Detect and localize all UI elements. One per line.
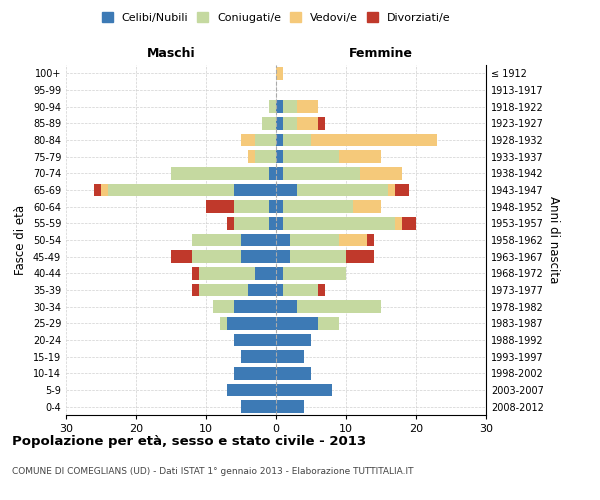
Bar [234, 334, 276, 346]
Bar [276, 300, 297, 313]
Bar [255, 134, 276, 146]
Bar [234, 300, 276, 313]
Bar [297, 300, 381, 313]
Bar [276, 350, 304, 363]
Bar [269, 217, 276, 230]
Bar [290, 234, 339, 246]
Bar [276, 250, 290, 263]
Bar [234, 184, 276, 196]
Bar [276, 384, 332, 396]
Bar [339, 234, 367, 246]
Bar [171, 167, 269, 179]
Bar [360, 167, 402, 179]
Bar [241, 134, 255, 146]
Bar [276, 217, 283, 230]
Bar [346, 250, 374, 263]
Bar [276, 150, 283, 163]
Bar [311, 134, 437, 146]
Y-axis label: Anni di nascita: Anni di nascita [547, 196, 560, 284]
Bar [276, 317, 318, 330]
Bar [227, 317, 276, 330]
Text: Maschi: Maschi [146, 47, 196, 60]
Bar [297, 117, 318, 130]
Bar [276, 400, 304, 413]
Bar [395, 184, 409, 196]
Bar [227, 217, 234, 230]
Bar [318, 284, 325, 296]
Bar [227, 384, 276, 396]
Legend: Celibi/Nubili, Coniugati/e, Vedovi/e, Divorziati/e: Celibi/Nubili, Coniugati/e, Vedovi/e, Di… [97, 8, 455, 28]
Bar [192, 250, 241, 263]
Bar [255, 150, 276, 163]
Bar [171, 250, 192, 263]
Bar [213, 300, 234, 313]
Bar [199, 267, 255, 280]
Bar [283, 267, 346, 280]
Bar [241, 234, 276, 246]
Bar [402, 217, 416, 230]
Bar [269, 100, 276, 113]
Bar [269, 167, 276, 179]
Bar [248, 284, 276, 296]
Bar [276, 167, 283, 179]
Bar [276, 200, 283, 213]
Bar [276, 67, 283, 80]
Bar [199, 284, 248, 296]
Bar [318, 117, 325, 130]
Bar [318, 317, 339, 330]
Bar [283, 117, 297, 130]
Bar [108, 184, 234, 196]
Bar [101, 184, 108, 196]
Bar [395, 217, 402, 230]
Bar [283, 100, 297, 113]
Bar [220, 317, 227, 330]
Bar [192, 267, 199, 280]
Bar [367, 234, 374, 246]
Bar [283, 167, 360, 179]
Bar [276, 134, 283, 146]
Bar [192, 234, 241, 246]
Bar [241, 250, 276, 263]
Bar [297, 184, 388, 196]
Y-axis label: Fasce di età: Fasce di età [14, 205, 27, 275]
Bar [276, 234, 290, 246]
Bar [276, 267, 283, 280]
Bar [283, 217, 395, 230]
Bar [262, 117, 276, 130]
Text: COMUNE DI COMEGLIANS (UD) - Dati ISTAT 1° gennaio 2013 - Elaborazione TUTTITALIA: COMUNE DI COMEGLIANS (UD) - Dati ISTAT 1… [12, 468, 413, 476]
Bar [283, 284, 318, 296]
Text: Femmine: Femmine [349, 47, 413, 60]
Bar [234, 200, 269, 213]
Bar [241, 350, 276, 363]
Bar [276, 334, 311, 346]
Bar [276, 100, 283, 113]
Bar [276, 367, 311, 380]
Bar [388, 184, 395, 196]
Bar [353, 200, 381, 213]
Bar [206, 200, 234, 213]
Bar [276, 117, 283, 130]
Bar [269, 200, 276, 213]
Bar [283, 150, 339, 163]
Bar [248, 150, 255, 163]
Bar [276, 184, 297, 196]
Bar [255, 267, 276, 280]
Bar [290, 250, 346, 263]
Bar [192, 284, 199, 296]
Bar [276, 284, 283, 296]
Bar [94, 184, 101, 196]
Bar [339, 150, 381, 163]
Bar [297, 100, 318, 113]
Text: Popolazione per età, sesso e stato civile - 2013: Popolazione per età, sesso e stato civil… [12, 435, 366, 448]
Bar [234, 367, 276, 380]
Bar [283, 134, 311, 146]
Bar [234, 217, 269, 230]
Bar [283, 200, 353, 213]
Bar [241, 400, 276, 413]
